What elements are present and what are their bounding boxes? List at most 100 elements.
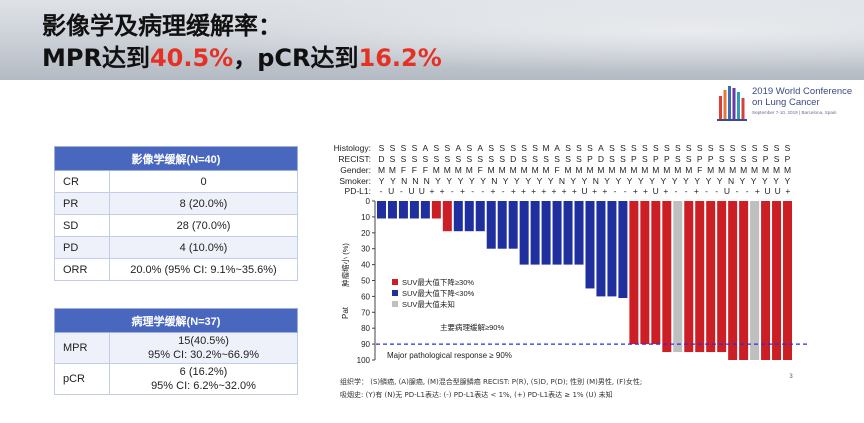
y-axis-label: 肿瘤缩小 (%) — [340, 243, 350, 287]
annotation-gender: M — [499, 165, 506, 175]
annotation-histology: A — [455, 143, 461, 153]
annotation-pdl1: U — [653, 186, 659, 196]
annotation-histology: S — [653, 143, 659, 153]
annotation-gender: F — [554, 165, 559, 175]
annotation-smoker: Y — [379, 176, 385, 186]
y-tick-label: 60 — [361, 292, 370, 301]
annotation-pdl1: - — [380, 186, 383, 196]
annotation-recist: S — [423, 154, 429, 164]
bar — [530, 201, 540, 265]
annotation-histology: S — [466, 143, 472, 153]
annotation-smoker: Y — [548, 176, 554, 186]
annotation-smoker: Y — [717, 176, 723, 186]
annotation-gender: F — [412, 165, 417, 175]
annotation-gender: M — [729, 165, 736, 175]
annotation-pdl1: + — [663, 186, 668, 196]
bar — [607, 201, 617, 297]
bar — [739, 201, 749, 360]
y-tick-label: 30 — [361, 245, 370, 254]
annotation-histology: S — [379, 143, 385, 153]
annotation-recist: S — [412, 154, 418, 164]
bar — [684, 201, 694, 353]
bar — [497, 201, 507, 249]
annotation-smoker: Y — [694, 176, 700, 186]
annotation-pdl1: + — [592, 186, 597, 196]
annotation-smoker: Y — [683, 176, 689, 186]
annotation-gender: M — [773, 165, 780, 175]
annotation-histology: S — [521, 143, 527, 153]
annotation-histology: S — [752, 143, 758, 153]
annotation-histology: S — [686, 143, 692, 153]
annotation-gender: M — [740, 165, 747, 175]
legend-label: SUV最大值未知 — [402, 299, 455, 309]
annotation-histology: S — [631, 143, 637, 153]
annotation-recist: P — [587, 154, 593, 164]
annotation-recist: S — [741, 154, 747, 164]
slide-title-line1: 影像学及病理缓解率： — [42, 12, 282, 40]
annotation-pdl1: + — [643, 186, 648, 196]
annotation-gender: F — [423, 165, 428, 175]
bar — [420, 201, 430, 219]
y-tick-label: 80 — [361, 324, 370, 333]
bar — [486, 201, 496, 249]
annotation-smoker: Y — [627, 176, 633, 186]
y-tick-label: 90 — [361, 340, 370, 349]
row-label-pdl1: PD-L1: — [345, 186, 371, 196]
annotation-recist: D — [510, 154, 516, 164]
annotation-recist: S — [521, 154, 527, 164]
annotation-histology: S — [763, 143, 769, 153]
annotation-gender: M — [707, 165, 714, 175]
bar — [761, 201, 771, 360]
y-tick-label: 40 — [361, 261, 370, 270]
y-tick-label: 100 — [357, 356, 371, 365]
annotation-recist: S — [488, 154, 494, 164]
annotation-histology: A — [423, 143, 429, 153]
annotation-smoker: Y — [503, 176, 509, 186]
annotation-smoker: Y — [751, 176, 757, 186]
row-value: 8 (20.0%) — [109, 192, 298, 215]
legend-label: SUV最大值下降<30% — [402, 288, 475, 298]
row-label-histology: Histology: — [334, 143, 371, 153]
annotation-gender: M — [444, 165, 451, 175]
annotation-smoker: Y — [525, 176, 531, 186]
annotation-smoker: N — [559, 176, 565, 186]
bar — [464, 201, 474, 232]
annotation-recist: S — [434, 154, 440, 164]
title-pcr-label: ，pCR达到 — [233, 44, 359, 72]
bar — [519, 201, 529, 265]
bar — [728, 201, 738, 360]
annotation-recist: S — [565, 154, 571, 164]
annotation-recist: P — [697, 154, 703, 164]
legend-label: SUV最大值下降≥30% — [402, 277, 474, 287]
footnote-histology: 组织学： (S)鳞癌, (A)腺癌, (M)混合型腺鳞癌 RECIST: P(R… — [340, 378, 643, 386]
bar — [651, 201, 661, 345]
annotation-smoker: Y — [649, 176, 655, 186]
title-mpr-label: MPR达到 — [42, 44, 150, 72]
annotation-recist: S — [576, 154, 582, 164]
bar — [376, 201, 386, 219]
annotation-histology: S — [697, 143, 703, 153]
annotation-histology: M — [543, 143, 550, 153]
annotation-pdl1: - — [471, 186, 474, 196]
annotation-smoker: Y — [706, 176, 712, 186]
annotation-histology: S — [719, 143, 725, 153]
annotation-recist: S — [455, 154, 461, 164]
annotation-pdl1: U — [388, 186, 394, 196]
bar — [442, 201, 452, 232]
annotation-gender: M — [619, 165, 626, 175]
row-label-recist: RECIST: — [338, 154, 371, 164]
bar — [398, 201, 408, 219]
row-label: CR — [54, 170, 110, 193]
annotation-histology: S — [444, 143, 450, 153]
annotation-smoker: N — [593, 176, 599, 186]
annotation-gender: M — [630, 165, 637, 175]
bar — [596, 201, 606, 297]
imaging-response-table: 影像学缓解(N=40) CR 0 PR 8 (20.0%) SD 28 (70.0%)… — [54, 146, 298, 281]
annotation-histology: S — [488, 143, 494, 153]
bar — [629, 201, 639, 345]
annotation-smoker: Y — [739, 176, 745, 186]
annotation-smoker: Y — [582, 176, 588, 186]
table-row: ORR 20.0% (95% CI: 9.1%~35.6%) — [54, 258, 298, 281]
bar — [453, 201, 463, 232]
